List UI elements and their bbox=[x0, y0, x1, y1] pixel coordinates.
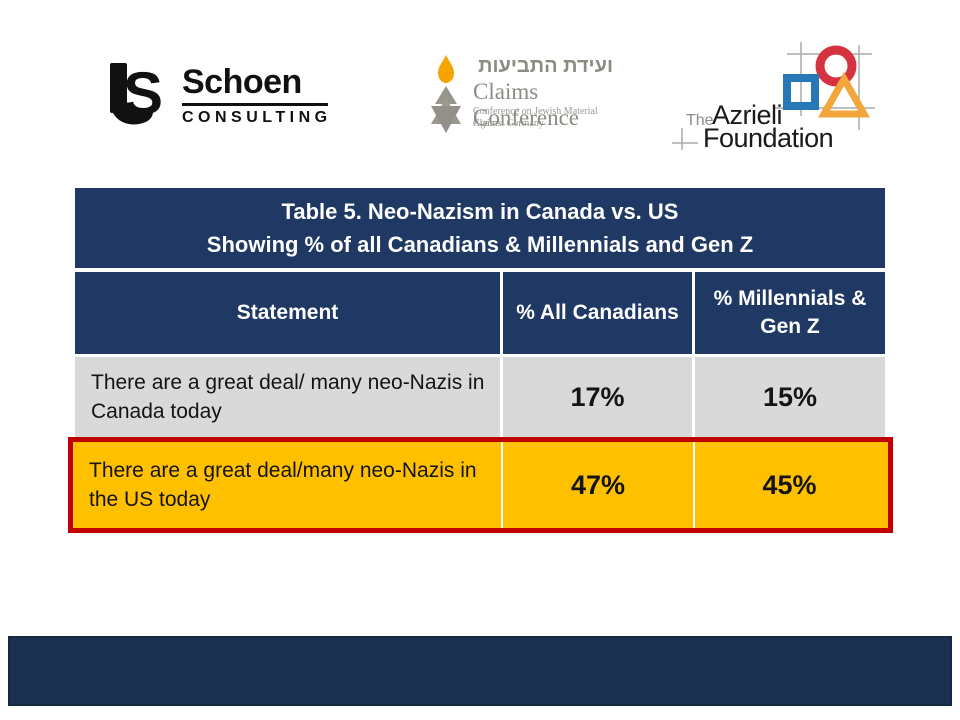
candle-star-of-david-icon bbox=[431, 55, 461, 133]
table-row-us-highlighted: There are a great deal/many neo-Nazis in… bbox=[68, 437, 893, 533]
schoen-logo-rule bbox=[182, 103, 328, 106]
azrieli-shapes-icon bbox=[775, 42, 875, 130]
statement-cell: There are a great deal/many neo-Nazis in… bbox=[73, 442, 503, 528]
header-millennials-genz: % Millennials & Gen Z bbox=[695, 272, 885, 354]
pct-all-canadians-cell: 17% bbox=[503, 357, 695, 437]
flame-icon bbox=[438, 55, 454, 83]
svg-text:S: S bbox=[123, 62, 161, 127]
crop-mark-icon bbox=[672, 128, 698, 150]
claims-conference-logo: ועידת התביעות Claims Conference Conferen… bbox=[423, 52, 618, 147]
table-row-canada: There are a great deal/ many neo-Nazis i… bbox=[75, 357, 885, 437]
schoen-s-mark-icon: S bbox=[110, 62, 161, 127]
neo-nazism-table: Table 5. Neo-Nazism in Canada vs. US Sho… bbox=[68, 188, 893, 533]
table-title-line2: Showing % of all Canadians & Millennials… bbox=[206, 232, 754, 257]
blue-square-icon bbox=[783, 74, 819, 110]
claims-conference-subtitle-line2: Against Germany bbox=[473, 118, 544, 129]
azrieli-name-line2: Foundation bbox=[703, 123, 834, 153]
table-title-line1: Table 5. Neo-Nazism in Canada vs. US bbox=[281, 199, 679, 224]
claims-conference-title: Claims Conference bbox=[473, 79, 579, 130]
orange-triangle-icon bbox=[817, 71, 871, 118]
schoen-consulting-logo: S Schoen CONSULTING bbox=[105, 60, 340, 135]
pct-all-canadians-cell: 47% bbox=[503, 442, 695, 528]
footer-bar bbox=[8, 636, 952, 706]
header-body-gap bbox=[75, 354, 885, 357]
claims-conference-subtitle-line1: Conference on Jewish Material Claims bbox=[473, 106, 598, 129]
azrieli-prefix: The bbox=[686, 112, 714, 129]
statement-cell: There are a great deal/ many neo-Nazis i… bbox=[75, 357, 503, 437]
red-circle-icon bbox=[815, 45, 857, 87]
azrieli-foundation-logo: The Azrieli Foundation bbox=[672, 42, 877, 153]
schoen-logo-name: Schoen bbox=[182, 63, 302, 101]
pct-millennials-genz-cell: 45% bbox=[695, 442, 884, 528]
table-title: Table 5. Neo-Nazism in Canada vs. US Sho… bbox=[75, 188, 885, 268]
claims-conference-hebrew-title: ועידת התביעות bbox=[478, 55, 613, 77]
title-header-gap bbox=[75, 268, 885, 272]
schoen-logo-subtitle: CONSULTING bbox=[182, 109, 332, 126]
header-statement: Statement bbox=[75, 272, 503, 354]
header-all-canadians: % All Canadians bbox=[503, 272, 695, 354]
azrieli-name-line1: Azrieli bbox=[712, 100, 783, 130]
table-header-row: Statement % All Canadians % Millennials … bbox=[75, 272, 885, 354]
pct-millennials-genz-cell: 15% bbox=[695, 357, 885, 437]
